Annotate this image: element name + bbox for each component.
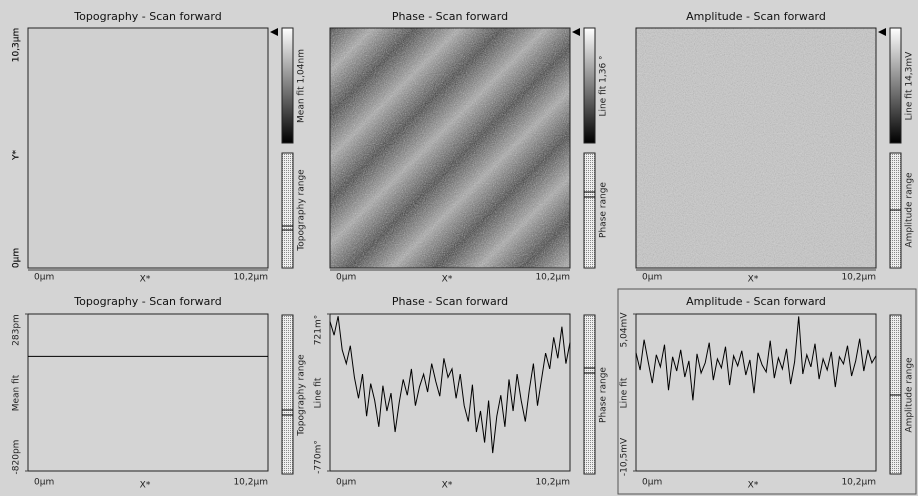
profile-line xyxy=(635,316,877,401)
range-bar[interactable] xyxy=(583,152,596,269)
plot-area[interactable] xyxy=(329,313,571,472)
range-label: Phase range xyxy=(599,367,609,423)
range-bar[interactable] xyxy=(281,152,294,269)
x-label: X* xyxy=(748,481,759,491)
panel-title: Amplitude - Scan forward xyxy=(686,295,826,308)
panel-title: Amplitude - Scan forward xyxy=(686,10,826,23)
y-tick-label: -10,5mV xyxy=(620,437,630,476)
range-bar[interactable] xyxy=(281,314,294,475)
y-label: 0µm xyxy=(12,248,22,268)
y-label: Mean fit xyxy=(12,374,22,411)
y-label: Y* xyxy=(12,150,22,161)
y-label: Y* xyxy=(12,150,22,161)
x-label: 10,2µm xyxy=(535,273,570,283)
range-label: Topography range xyxy=(297,169,307,252)
range-bar[interactable] xyxy=(583,314,596,475)
marker xyxy=(270,28,278,36)
x-label: 0µm xyxy=(34,273,54,283)
x-label: 10,2µm xyxy=(233,273,268,283)
x-label: 10,2µm xyxy=(535,478,570,488)
image-frame xyxy=(329,27,571,269)
y-label: 10,3µm xyxy=(12,28,22,63)
x-label: X* xyxy=(748,275,759,285)
x-label: X* xyxy=(442,275,453,285)
colorbar-label: Line fit 1,36 ° xyxy=(599,55,609,116)
range-label: Amplitude range xyxy=(905,357,915,433)
range-label: Topography range xyxy=(297,354,307,437)
profile-line xyxy=(329,316,571,454)
x-label: X* xyxy=(140,275,151,285)
image-frame xyxy=(27,27,269,269)
marker xyxy=(572,28,580,36)
x-label: 0µm xyxy=(642,273,662,283)
colorbar-label: Line fit 14,3mV xyxy=(905,51,915,120)
y-tick-label: 721m° xyxy=(314,315,324,345)
x-label: 0µm xyxy=(336,478,356,488)
colorbar[interactable] xyxy=(889,27,902,144)
panel-title: Topography - Scan forward xyxy=(73,10,221,23)
y-label: Line fit xyxy=(620,377,630,408)
y-tick-label: -770m° xyxy=(314,440,324,474)
image-base[interactable] xyxy=(27,27,269,269)
y-tick-label: 283pm xyxy=(12,314,22,346)
colorbar-label: Mean fit 1,04nm xyxy=(297,49,307,123)
image-noise xyxy=(330,28,570,268)
x-label: 0µm xyxy=(34,478,54,488)
y-label: 10,3µm xyxy=(12,28,22,63)
panel-title: Topography - Scan forward xyxy=(73,295,221,308)
selected-frame xyxy=(617,288,917,495)
plot-area[interactable] xyxy=(27,313,269,472)
x-label: X* xyxy=(442,481,453,491)
panel-title: Phase - Scan forward xyxy=(392,10,508,23)
y-tick-label: -820pm xyxy=(12,440,22,475)
image-frame xyxy=(635,27,877,269)
range-label: Amplitude range xyxy=(905,172,915,248)
x-label: 10,2µm xyxy=(841,273,876,283)
y-label: 10,3µm xyxy=(12,28,22,63)
y-label: 0µm xyxy=(12,248,22,268)
x-label: 0µm xyxy=(642,478,662,488)
x-label: 10,2µm xyxy=(841,478,876,488)
y-tick-label: 5,04mV xyxy=(620,312,630,348)
x-label: 0µm xyxy=(336,273,356,283)
image-noise xyxy=(636,28,876,268)
y-label: Y* xyxy=(12,150,22,161)
marker xyxy=(878,28,886,36)
y-label: Line fit xyxy=(314,377,324,408)
x-label: 10,2µm xyxy=(233,478,268,488)
colorbar[interactable] xyxy=(281,27,294,144)
range-label: Phase range xyxy=(599,182,609,238)
plot-area[interactable] xyxy=(635,313,877,472)
panel-title: Phase - Scan forward xyxy=(392,295,508,308)
y-label: 0µm xyxy=(12,248,22,268)
colorbar[interactable] xyxy=(583,27,596,144)
x-label: X* xyxy=(140,481,151,491)
